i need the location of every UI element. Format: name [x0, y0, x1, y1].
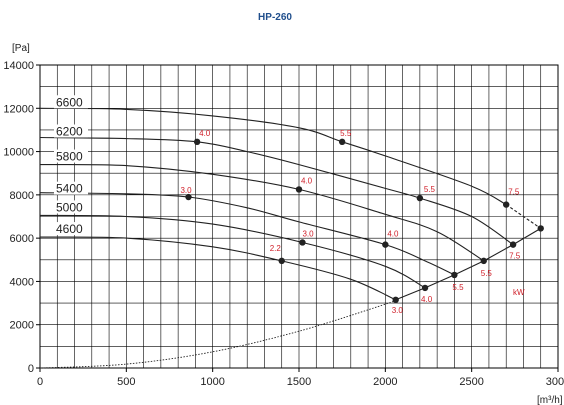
rpm-label-background: [54, 222, 88, 236]
chart-title: HP-260: [258, 12, 292, 23]
rpm-label: 4600: [56, 222, 83, 236]
rpm-label: 5400: [56, 182, 83, 196]
y-axis-label: [Pa]: [12, 43, 30, 54]
rpm-label-background: [54, 200, 88, 214]
y-tick-label: 10000: [3, 147, 34, 159]
power-label: 4.0: [387, 230, 399, 239]
fan-curve-6200: [39, 136, 514, 246]
rpm-label: 6600: [56, 95, 83, 109]
power-point: [295, 186, 303, 193]
fan-curve-4600: [39, 236, 396, 301]
power-label: 3.0: [392, 306, 404, 315]
x-tick-label: 500: [117, 376, 135, 388]
power-label: 5.5: [481, 269, 493, 278]
y-tick-label: 2000: [10, 320, 34, 332]
power-point: [299, 239, 306, 246]
power-label: 2.2: [270, 244, 282, 253]
axes: [36, 64, 559, 372]
fan-curves: [39, 107, 542, 369]
fan-curve-5000: [39, 214, 426, 289]
x-tick-label: 1500: [287, 376, 311, 388]
rpm-label-background: [54, 95, 88, 109]
power-point: [509, 241, 517, 248]
power-unit-label: kW: [513, 288, 525, 297]
power-point: [392, 296, 399, 304]
power-point: [480, 257, 487, 265]
power-label: 5.5: [424, 185, 436, 194]
y-tick-label: 0: [28, 363, 34, 375]
x-axis-label: [m³/h]: [537, 395, 563, 405]
power-points: [185, 138, 544, 304]
power-point: [451, 271, 458, 279]
x-tick-label: 2000: [373, 376, 397, 388]
fan-curve-6600: [39, 107, 507, 206]
power-label: 7.5: [508, 188, 520, 197]
y-tick-label: 4000: [10, 276, 34, 288]
y-tick-label: 14000: [3, 60, 34, 72]
x-tick-label: 1000: [200, 376, 224, 388]
rpm-label: 5000: [56, 200, 83, 214]
power-label: 4.0: [421, 295, 433, 304]
power-point: [382, 241, 389, 248]
power-point: [416, 194, 424, 202]
power-label: 3.0: [302, 229, 314, 238]
y-tick-label: 8000: [10, 190, 34, 202]
power-label: 4.0: [199, 129, 211, 138]
fan-curve-5800: [39, 163, 485, 262]
y-tick-label: 12000: [3, 103, 34, 115]
limit-line-dashed: [505, 204, 542, 229]
power-point: [338, 138, 346, 146]
system-curve: [39, 299, 397, 369]
power-point: [421, 284, 429, 292]
x-tick-label: 2500: [459, 376, 483, 388]
power-label: 5.5: [452, 283, 464, 292]
rpm-label: 6200: [56, 125, 83, 139]
limit-line-end: [512, 227, 542, 246]
power-label: 7.5: [509, 252, 521, 261]
power-label: 3.0: [180, 186, 192, 195]
power-point: [193, 138, 201, 146]
rpm-label-background: [54, 149, 88, 163]
fan-curve-5400: [39, 192, 455, 276]
power-point: [503, 201, 510, 208]
rpm-label-background: [54, 181, 88, 195]
y-tick-label: 6000: [10, 233, 34, 245]
power-point: [185, 193, 192, 201]
rpm-label-background: [54, 124, 88, 138]
x-tick-label: 0: [37, 376, 43, 388]
power-label: 5.5: [340, 129, 352, 138]
power-label: 4.0: [301, 176, 313, 185]
rpm-label: 5800: [56, 150, 83, 164]
power-point: [278, 257, 285, 265]
limit-end-point: [537, 225, 544, 232]
